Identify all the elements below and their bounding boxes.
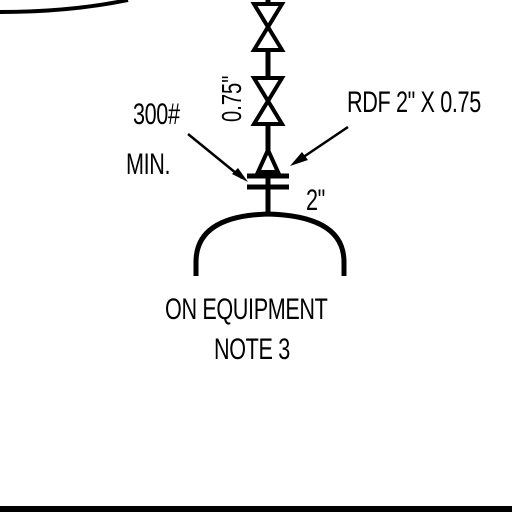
- leader-arrow-rating: [232, 168, 248, 182]
- equipment-head: [193, 211, 347, 276]
- nozzle-size-label: 2": [306, 184, 325, 217]
- leader-line-rating: [187, 133, 243, 179]
- equipment-label-line1: ON EQUIPMENT: [165, 293, 328, 326]
- leader-arrow-rdf: [290, 152, 308, 166]
- rdf-label: RDF 2" X 0.75: [347, 86, 481, 119]
- gate-valve-lower-icon: [250, 76, 286, 126]
- rating-label: 300#: [133, 98, 180, 131]
- equipment-label-line2: NOTE 3: [214, 333, 290, 366]
- upper-pipe-curve: [0, 0, 129, 14]
- valve-size-label: 0.75": [216, 75, 247, 122]
- reducer-icon: [254, 145, 282, 174]
- gate-valve-upper-icon: [250, 2, 286, 52]
- min-label: MIN.: [126, 148, 171, 181]
